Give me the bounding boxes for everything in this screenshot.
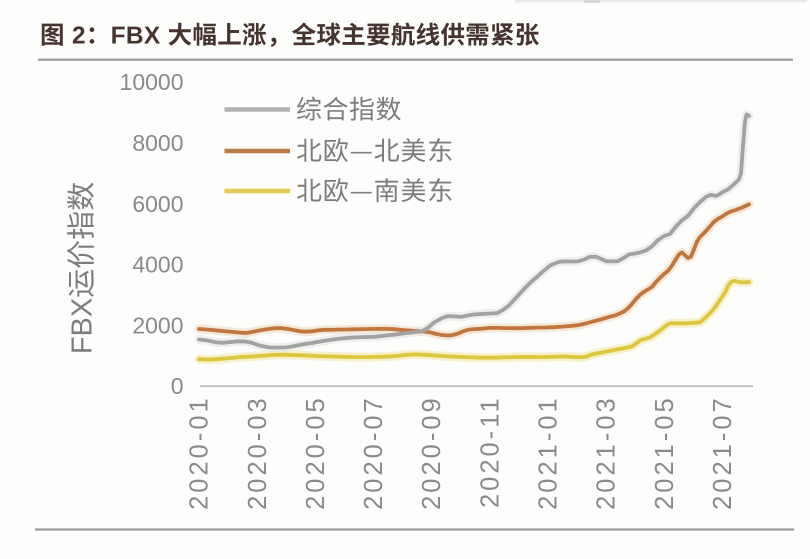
svg-text:2020-07: 2020-07 [360, 395, 388, 510]
svg-text:10000: 10000 [120, 69, 184, 95]
svg-text:2021-03: 2021-03 [593, 395, 621, 510]
svg-text:2021-07: 2021-07 [709, 395, 737, 510]
svg-text:2000: 2000 [132, 312, 183, 338]
svg-text:2021-01: 2021-01 [535, 395, 563, 510]
svg-text:4000: 4000 [132, 252, 183, 278]
svg-text:2020-01: 2020-01 [186, 395, 214, 510]
svg-text:0: 0 [171, 373, 184, 399]
svg-text:2021-05: 2021-05 [651, 395, 679, 510]
svg-text:6000: 6000 [132, 191, 183, 217]
svg-text:2020-03: 2020-03 [244, 395, 272, 510]
svg-text:2020-05: 2020-05 [302, 395, 330, 510]
svg-text:2020-11: 2020-11 [476, 395, 504, 508]
svg-text:8000: 8000 [132, 130, 183, 156]
svg-text:2020-09: 2020-09 [418, 395, 446, 510]
